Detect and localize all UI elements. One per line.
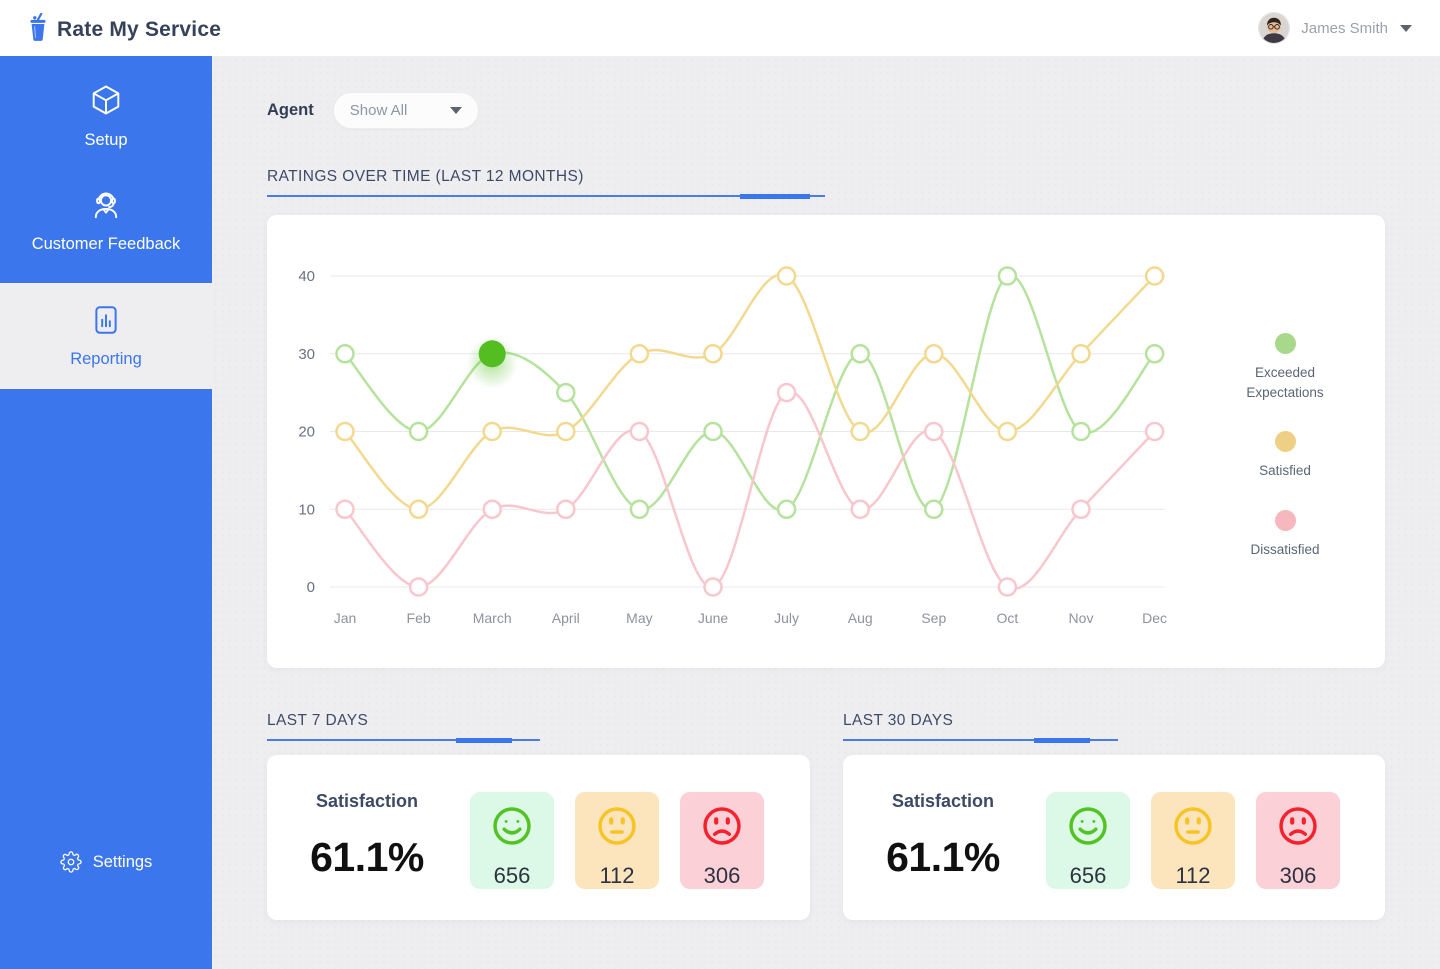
sad-face-icon — [700, 804, 744, 853]
satisfaction-label: Satisfaction — [891, 791, 995, 811]
agent-filter-value: Show All — [349, 102, 408, 119]
happy-face-icon — [1066, 804, 1110, 853]
happy-face-icon — [490, 804, 534, 853]
svg-text:July: July — [774, 610, 799, 626]
ratings-chart-card: 0 10 20 30 40 Jan Feb March April May June July Aug S… — [267, 215, 1385, 668]
sidebar-item-setup[interactable]: Setup — [0, 82, 212, 172]
satisfaction-label: Satisfaction — [315, 791, 419, 811]
gear-icon — [59, 851, 82, 873]
agent-filter-select[interactable]: Show All — [332, 92, 479, 129]
svg-text:Dec: Dec — [1142, 610, 1167, 626]
sidebar-item-label: Customer Feedback — [31, 235, 181, 253]
rating-tile-sad: 306 — [1256, 792, 1340, 889]
svg-text:20: 20 — [298, 424, 315, 441]
svg-text:10: 10 — [298, 501, 315, 518]
svg-text:Feb: Feb — [407, 610, 431, 626]
sidebar-item-label: Settings — [92, 852, 153, 871]
svg-text:Sep: Sep — [921, 610, 946, 626]
milkshake-icon — [28, 12, 48, 47]
svg-text:0: 0 — [307, 579, 315, 596]
svg-text:March: March — [473, 610, 512, 626]
rating-tiles: 656 112 — [1046, 792, 1340, 889]
legend-dot-dissatisfied-icon — [1274, 509, 1296, 531]
rating-tiles: 656 112 — [470, 792, 764, 889]
sidebar-item-settings[interactable]: Settings — [0, 834, 212, 890]
rating-tile-neutral: 112 — [1151, 792, 1235, 889]
chevron-down-icon — [1400, 24, 1412, 32]
sidebar-item-customer-feedback[interactable]: Customer Feedback — [0, 186, 212, 282]
rating-tile-neutral: 112 — [575, 792, 659, 889]
legend-dot-satisfied-icon — [1274, 431, 1296, 453]
svg-text:April: April — [552, 610, 580, 626]
satisfaction-value: 61.1% — [886, 834, 1000, 880]
app-header: Rate My Service James Smith — [0, 0, 1440, 56]
title-underline-accent — [456, 737, 512, 743]
title-underline-accent — [1034, 737, 1090, 743]
svg-text:Jan: Jan — [334, 610, 357, 626]
happy-count: 656 — [493, 863, 531, 888]
section-title-last-7-days: LAST 7 DAYS — [267, 712, 540, 743]
svg-text:Nov: Nov — [1069, 610, 1094, 626]
svg-text:40: 40 — [298, 268, 315, 285]
svg-text:Oct: Oct — [997, 610, 1019, 626]
sad-count: 306 — [1279, 863, 1317, 888]
svg-text:May: May — [626, 610, 652, 626]
user-name: James Smith — [1301, 19, 1388, 37]
sidebar-item-label: Setup — [84, 131, 128, 149]
summary-card-last-30-days: Satisfaction 61.1% 656 — [843, 755, 1385, 920]
neutral-count: 112 — [1175, 863, 1211, 888]
agent-filter-row: Agent Show All — [267, 92, 479, 129]
legend-label: Dissatisfied — [1250, 541, 1320, 557]
app-logo[interactable]: Rate My Service — [28, 12, 222, 47]
ratings-line-chart: 0 10 20 30 40 Jan Feb March April May June July Aug S… — [298, 266, 1167, 626]
chart-legend: Exceeded Expectations Satisfied Dissatis… — [1215, 333, 1355, 588]
section-title-last-30-days: LAST 30 DAYS — [843, 712, 1118, 743]
sidebar: Setup Customer Feedback Reporti — [0, 56, 212, 969]
rating-tile-happy: 656 — [1046, 792, 1130, 889]
user-menu[interactable]: James Smith — [1259, 13, 1412, 43]
neutral-count: 112 — [599, 863, 635, 888]
rating-tile-happy: 656 — [470, 792, 554, 889]
legend-item-exceeded: Exceeded Expectations — [1215, 333, 1355, 402]
sad-count: 306 — [703, 863, 741, 888]
chevron-down-icon — [449, 107, 462, 114]
svg-text:30: 30 — [298, 346, 315, 363]
svg-text:June: June — [698, 610, 729, 626]
avatar — [1259, 13, 1290, 43]
sidebar-item-reporting[interactable]: Reporting — [0, 283, 212, 389]
summary-card-last-7-days: Satisfaction 61.1% 656 — [267, 755, 810, 920]
main-content: Agent Show All RATINGS OVER TIME (LAST 1… — [212, 56, 1440, 969]
satisfaction-block: Satisfaction 61.1% — [307, 791, 427, 881]
legend-dot-exceeded-icon — [1274, 333, 1296, 354]
legend-item-satisfied: Satisfied — [1259, 431, 1311, 481]
happy-count: 656 — [1069, 863, 1107, 888]
legend-label: Exceeded Expectations — [1246, 365, 1324, 400]
support-agent-icon — [88, 186, 124, 227]
box-icon — [88, 82, 124, 123]
svg-text:Aug: Aug — [848, 610, 873, 626]
sad-face-icon — [1276, 804, 1320, 853]
app-title: Rate My Service — [57, 18, 222, 41]
legend-item-dissatisfied: Dissatisfied — [1250, 509, 1320, 560]
legend-label: Satisfied — [1259, 463, 1311, 479]
report-document-icon — [89, 303, 123, 342]
satisfaction-value: 61.1% — [310, 834, 424, 880]
agent-filter-label: Agent — [267, 101, 314, 119]
sidebar-item-label: Reporting — [70, 350, 142, 368]
satisfaction-block: Satisfaction 61.1% — [883, 791, 1003, 881]
neutral-face-icon — [1171, 804, 1215, 853]
section-title-ratings: RATINGS OVER TIME (LAST 12 MONTHS) — [267, 168, 825, 199]
title-underline-accent — [740, 193, 810, 199]
neutral-face-icon — [595, 804, 639, 853]
rating-tile-sad: 306 — [680, 792, 764, 889]
